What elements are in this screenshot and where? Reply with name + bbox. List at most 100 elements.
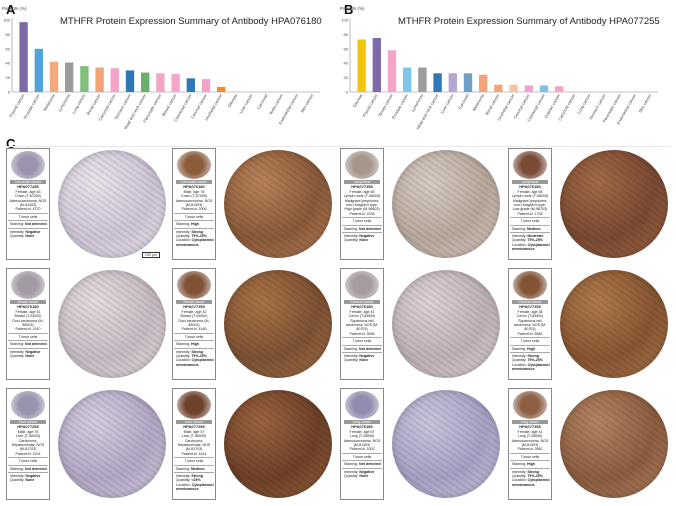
tissue-thumbnail xyxy=(177,391,211,419)
intensity-row-label: Intensity: xyxy=(512,354,528,359)
staining-row-label: Staining: xyxy=(10,222,25,227)
location-row-value: Cytoplasmic/ membranous xyxy=(512,478,550,487)
antibody-id: HPA077255 xyxy=(351,184,373,190)
x-tick-label: Lymphoma xyxy=(410,92,425,112)
location-row-value: Cytoplasmic/ membranous xyxy=(512,242,550,252)
staining-row-label: Staining: xyxy=(176,342,191,347)
staining-row: Staining: High xyxy=(510,462,550,466)
chart-a-title: MTHFR Protein Expression Summary of Anti… xyxy=(60,16,322,27)
tissue-info-card: Liver cancer HPA077255 Male, age 57 Liver (… xyxy=(172,388,216,500)
staining-row-label: Staining: xyxy=(176,466,191,471)
tumor-cells-heading: Tumor cells xyxy=(352,454,372,459)
patient-info-line: non-Hodgkin's type, xyxy=(514,203,546,208)
x-tick-label: Skin cancer xyxy=(637,92,652,113)
staining-row: Staining: High xyxy=(174,222,214,226)
intensity-row-value: Negative xyxy=(359,469,375,474)
tissue-info-card: Liver cancer HPA077255 Male, age 75 Liver (… xyxy=(6,388,50,500)
card-divider xyxy=(8,340,48,342)
patient-info-line: Female, age 65 xyxy=(349,189,375,194)
x-tick-label: Liver cancer xyxy=(439,92,455,114)
y-tick-label: 0 xyxy=(346,90,349,95)
quantity-row-label: Quantity: xyxy=(176,234,192,239)
patient-info-line: Female, age 41 xyxy=(15,309,41,314)
tissue-tag: Lymphoma xyxy=(512,180,548,185)
intensity-row-label: Intensity: xyxy=(176,349,192,354)
tissue-thumbnail xyxy=(513,151,547,179)
staining-row-label: Staining: xyxy=(512,226,527,231)
patient-info-line: Lung (T-28000) xyxy=(349,434,375,439)
quantity-row: Quantity: None xyxy=(8,234,48,238)
tumor-cells-heading: Tumor cells xyxy=(18,214,38,219)
quantity-row-label: Quantity: xyxy=(176,478,192,483)
patient-info-line: Patient id: 5583 xyxy=(517,331,543,336)
intensity-row-label: Intensity: xyxy=(176,474,192,479)
location-row: Location: Cytoplasmic/ membranous xyxy=(510,363,550,372)
tissue-tag: Colorectal cancer xyxy=(176,180,212,185)
y-tick-label: 0 xyxy=(8,90,11,95)
antibody-id: HPA077255 xyxy=(519,424,541,430)
patient-info-line: Adenocarcinoma, NOS xyxy=(175,198,213,203)
tissue-info-card: Lung cancer HPA076180 Female, age 57 Lung (… xyxy=(340,388,384,500)
card-divider xyxy=(174,332,214,334)
quantity-row: Quantity: None xyxy=(342,474,382,478)
patient-info-line: 85003) xyxy=(22,323,34,328)
intensity-row-label: Intensity: xyxy=(344,469,360,474)
staining-row-label: Staining: xyxy=(344,226,359,231)
card-divider xyxy=(510,232,550,234)
y-tick-label: 80 xyxy=(344,32,349,37)
tissue-thumbnail xyxy=(177,151,211,179)
tissue-thumbnail xyxy=(11,151,45,179)
staining-row-value: Medium xyxy=(190,466,205,471)
staining-row-value: Not detected xyxy=(24,466,47,471)
staining-row: Staining: Medium xyxy=(510,227,550,231)
patient-info-line: Patient id: 1614 xyxy=(181,451,207,456)
tissue-tag: Liver cancer xyxy=(176,420,212,425)
quantity-row: Quantity: 75%-25% xyxy=(510,238,550,242)
tissue-core-image xyxy=(560,270,668,378)
bar xyxy=(186,78,195,92)
tissue-thumbnail xyxy=(345,271,379,299)
staining-row: Staining: Not detected xyxy=(8,342,48,346)
card-divider xyxy=(510,224,550,226)
bar xyxy=(418,67,427,92)
patient-info-line: Patient id: 2882 xyxy=(517,447,543,452)
tissue-info-card: Breast cancer HPA076180 Female, age 41 Brea… xyxy=(6,268,50,380)
tissue-thumbnail xyxy=(11,271,45,299)
location-row-value: Cytoplasmic/ membranous xyxy=(176,482,214,492)
quantity-row-label: Quantity: xyxy=(512,474,528,479)
tumor-cells-heading: Tumor cells xyxy=(184,334,204,339)
card-divider xyxy=(342,224,382,226)
intensity-row-label: Intensity: xyxy=(10,474,26,479)
staining-row: Staining: Medium xyxy=(174,467,214,471)
bar xyxy=(141,72,150,92)
patient-info-line: Male, age 57 xyxy=(183,429,205,434)
patient-info-line: 80703) xyxy=(524,327,536,332)
x-tick-label: Breast cancer xyxy=(377,92,394,116)
tissue-tile: Cervical cancer HPA076180 Female, age 41 Ce… xyxy=(340,268,502,382)
antibody-id: HPA077255 xyxy=(183,424,205,430)
intensity-row-label: Intensity: xyxy=(344,234,360,239)
intensity-row-label: Intensity: xyxy=(10,229,26,234)
location-row: Location: Cytoplasmic/ membranous xyxy=(174,358,214,367)
tissue-tile: Lung cancer HPA077255 Female, age 41 Lung (… xyxy=(508,388,670,502)
intensity-row-value: Strong xyxy=(191,229,203,234)
patient-info-line: Lymph node (T-08000) xyxy=(511,194,549,199)
tissue-core-image xyxy=(560,150,668,258)
x-tick-label: Renal cancer xyxy=(484,92,500,115)
card-divider xyxy=(510,467,550,469)
location-row-value: Cytoplasmic/ membranous xyxy=(512,362,550,372)
staining-row-label: Staining: xyxy=(344,346,359,351)
tissue-core-image xyxy=(58,270,166,378)
antibody-id: HPA076180 xyxy=(17,304,39,310)
tissue-tile: Colorectal cancer HPA076180 Male, age 78 Co… xyxy=(172,148,334,262)
patient-info-line: 80703) xyxy=(356,327,368,332)
location-row-value: Cytoplasmic/ membranous xyxy=(176,238,214,247)
x-tick-label: Carcinoid xyxy=(457,93,470,110)
patient-info-line: Adenocarcinoma, NOS xyxy=(9,198,47,203)
patient-info-line: Cervix (T-83000) xyxy=(348,314,376,319)
card-divider xyxy=(342,460,382,462)
staining-row-value: Not detected xyxy=(358,346,381,351)
quantity-row-label: Quantity: xyxy=(344,474,360,479)
quantity-row-value: None xyxy=(359,358,369,363)
antibody-id: HPA076180 xyxy=(351,304,373,310)
